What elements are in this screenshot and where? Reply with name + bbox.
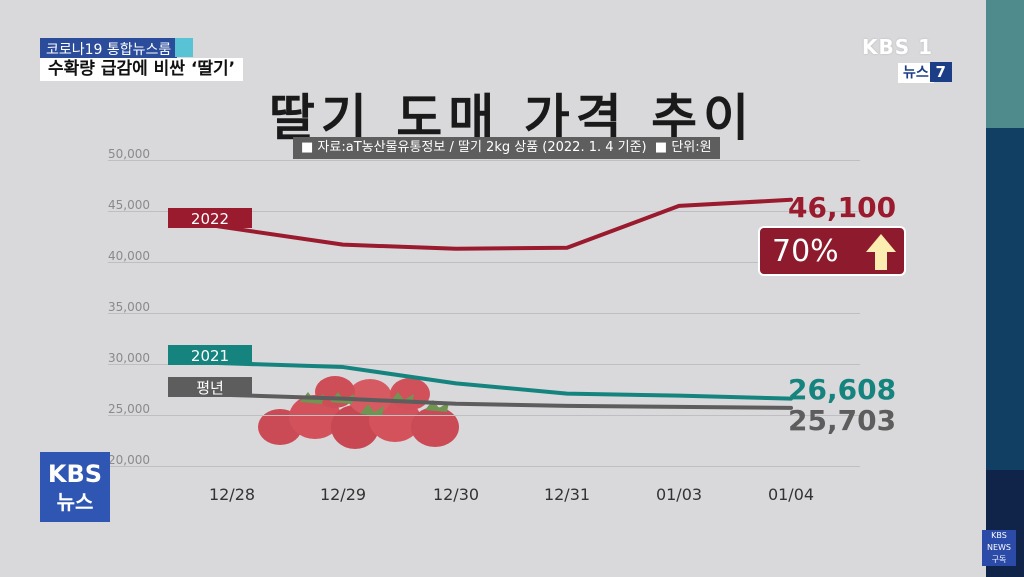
logo-line2: 뉴스 [56,490,94,514]
series-label: 평년 [196,379,224,397]
news-tag-accent [175,38,194,57]
x-tick-label: 12/31 [544,485,590,504]
program-label: 뉴스 [898,63,934,83]
y-tick-label: 35,000 [108,300,150,314]
source-text: 자료:aT농산물유통정보 / 딸기 2kg 상품 (2022. 1. 4 기준) [317,140,647,155]
y-tick-label: 25,000 [108,402,150,416]
logo-line1: KBS [47,460,103,488]
arrow-up-icon [866,234,896,270]
series-line [216,197,793,251]
end-value-label: 26,608 [788,373,896,406]
kbs-news-logo: KBS 뉴스 [40,452,110,522]
end-value-label: 46,100 [788,191,896,224]
source-bullet-icon: ■ [301,140,318,155]
y-tick-label: 30,000 [108,351,150,365]
program-badge: 뉴스 7 [898,62,952,83]
increase-badge: 70% [758,226,906,276]
unit-text: 단위:원 [671,140,712,155]
news-headline: 수확량 급감에 비싼 ‘딸기’ [40,58,244,81]
sidebar-middle-block [986,128,1024,470]
channel-logo: KBS 1 [862,35,934,59]
series-label-box [168,345,252,365]
strawberry-image [258,376,459,449]
y-tick-label: 45,000 [108,198,150,212]
x-tick-label: 12/29 [320,485,366,504]
news-tag: 코로나19 통합뉴스룸 [40,38,178,60]
news-tag-bar: 코로나19 통합뉴스룸 [40,38,194,60]
y-tick-label: 50,000 [108,147,150,161]
program-number: 7 [929,62,952,82]
series-label: 2021 [191,347,229,365]
kbs-subscribe-badge[interactable]: KBS NEWS 구독 [982,530,1016,566]
sidebar-top-block [986,0,1024,128]
x-tick-label: 01/04 [768,485,814,504]
source-caption: ■ 자료:aT농산물유통정보 / 딸기 2kg 상품 (2022. 1. 4 기… [293,137,720,159]
increase-text: 70% [772,234,839,269]
series-line [216,360,793,401]
x-tick-label: 01/03 [656,485,702,504]
series-label-box [168,377,252,397]
series-line [216,392,793,410]
series-label-box [168,208,252,228]
unit-bullet-icon: ■ [650,140,672,155]
end-value-label: 25,703 [788,404,896,437]
right-sidebar [986,0,1024,577]
y-tick-label: 20,000 [108,453,150,467]
series-label: 2022 [191,210,229,228]
x-tick-label: 12/28 [209,485,255,504]
y-tick-label: 40,000 [108,249,150,263]
x-tick-label: 12/30 [433,485,479,504]
